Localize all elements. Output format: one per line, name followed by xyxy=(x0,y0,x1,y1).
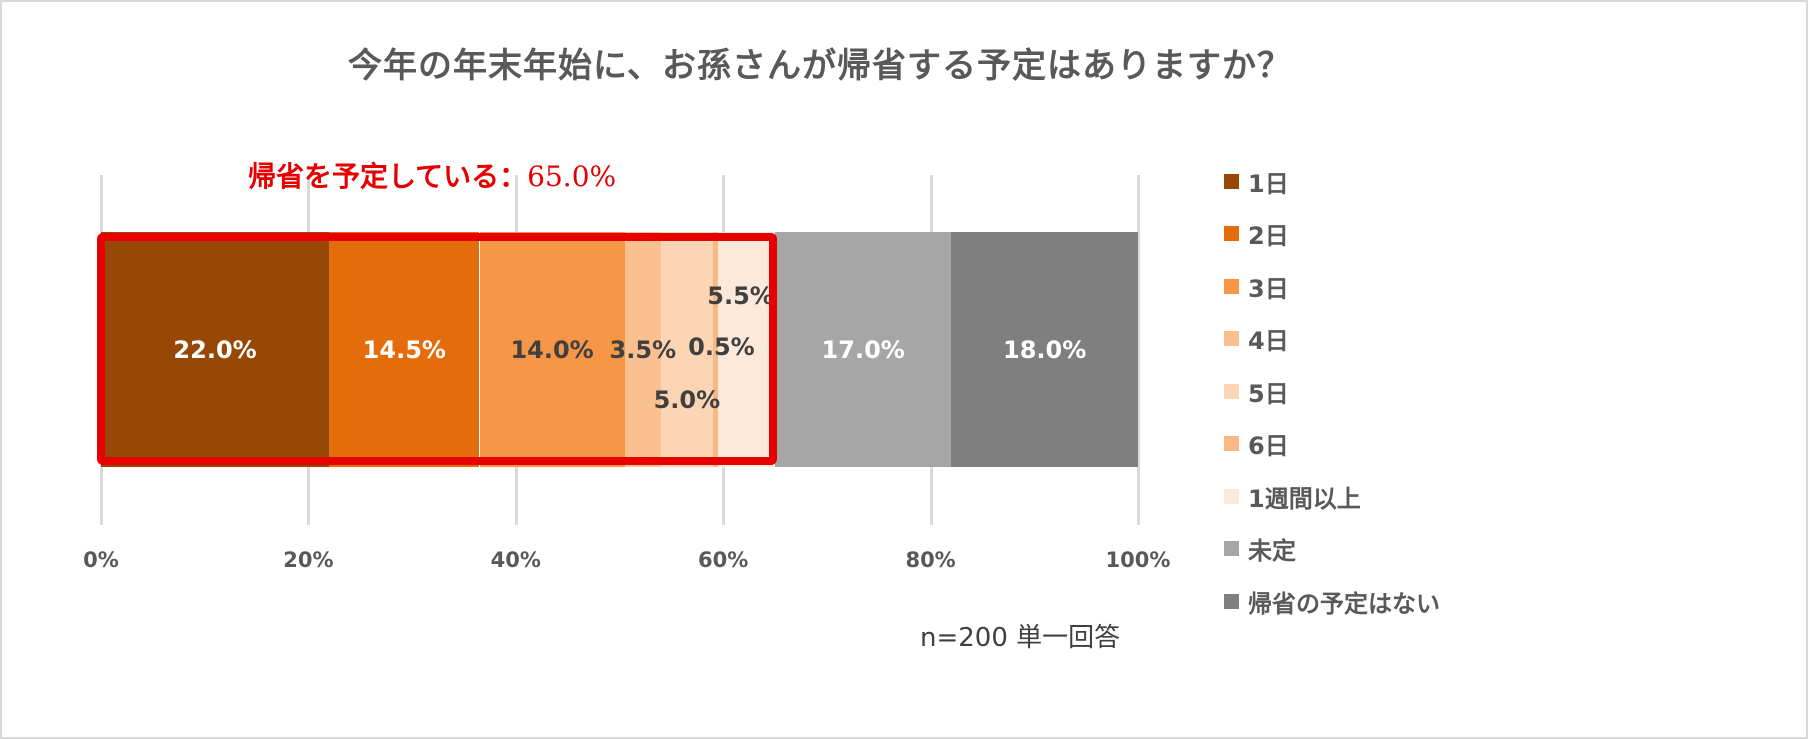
x-tick-label: 60% xyxy=(698,548,749,572)
callout-value: 65.0% xyxy=(527,160,617,193)
planned-visit-callout: 帰省を予定している：65.0% xyxy=(248,155,616,195)
bar-segment xyxy=(329,232,480,467)
legend-item: 3日 xyxy=(1224,271,1289,303)
bar-segment xyxy=(101,232,330,467)
x-tick-label: 20% xyxy=(283,548,334,572)
legend-swatch-icon xyxy=(1224,488,1239,504)
legend-label: 1週間以上 xyxy=(1248,484,1361,513)
segment-value-label: 5.5% xyxy=(707,282,774,310)
bar-segment xyxy=(712,232,718,467)
x-tick-label: 0% xyxy=(83,548,119,572)
legend-label: 3日 xyxy=(1248,274,1289,303)
legend-label: 未定 xyxy=(1248,537,1296,565)
legend-swatch-icon xyxy=(1224,436,1239,451)
legend-label: 5日 xyxy=(1248,379,1289,408)
legend-swatch-icon xyxy=(1224,593,1239,609)
legend-label: 1日 xyxy=(1248,169,1289,198)
legend-item: 2日 xyxy=(1224,219,1289,250)
legend-label: 6日 xyxy=(1248,432,1289,460)
legend-label: 2日 xyxy=(1248,222,1289,250)
planned-visit-highlight-box xyxy=(97,233,777,465)
legend-swatch-icon xyxy=(1224,278,1239,294)
bar-segment xyxy=(660,232,713,467)
legend-item: 4日 xyxy=(1224,324,1289,355)
bar-segment xyxy=(951,232,1138,467)
segment-value-label: 14.5% xyxy=(362,336,446,364)
gridline xyxy=(1137,175,1140,525)
sample-size-note: n=200 単一回答 xyxy=(920,623,1121,653)
chart-title: 今年の年末年始に、お孫さんが帰省する予定はありますか？ xyxy=(348,46,1292,86)
legend-item: 6日 xyxy=(1224,429,1289,460)
x-tick-label: 100% xyxy=(1105,548,1171,572)
legend-swatch-icon xyxy=(1224,383,1239,399)
segment-value-label: 17.0% xyxy=(821,336,905,364)
segment-value-label: 0.5% xyxy=(688,333,755,361)
segment-value-label: 18.0% xyxy=(1003,336,1087,364)
bar-segment xyxy=(718,232,776,467)
bar-segment xyxy=(479,232,625,467)
segment-value-label: 22.0% xyxy=(173,336,257,364)
legend-label: 帰省の予定はない xyxy=(1248,589,1440,618)
legend-swatch-icon xyxy=(1224,173,1239,189)
legend-swatch-icon xyxy=(1224,541,1239,556)
legend-item: 5日 xyxy=(1224,376,1289,408)
legend-item: 1日 xyxy=(1224,166,1289,198)
x-tick-label: 80% xyxy=(905,548,956,572)
legend-item: 帰省の予定はない xyxy=(1224,586,1440,618)
bar-segment xyxy=(624,232,661,467)
legend-label: 4日 xyxy=(1248,327,1289,355)
legend-item: 1週間以上 xyxy=(1224,481,1361,513)
segment-value-label: 14.0% xyxy=(510,336,594,364)
legend-item: 未定 xyxy=(1224,534,1296,565)
callout-label: 帰省を予定している： xyxy=(248,160,528,193)
bar-segment xyxy=(775,232,952,467)
x-tick-label: 40% xyxy=(490,548,541,572)
segment-value-label: 5.0% xyxy=(653,386,721,414)
legend-swatch-icon xyxy=(1224,226,1239,241)
legend-swatch-icon xyxy=(1224,331,1239,346)
segment-value-label: 3.5% xyxy=(609,336,677,364)
stacked-bar: 22.0% 14.5% 14.0% 3.5% 5.0% 0.5% 5.5% 17.0% 18.0… xyxy=(101,232,1138,467)
